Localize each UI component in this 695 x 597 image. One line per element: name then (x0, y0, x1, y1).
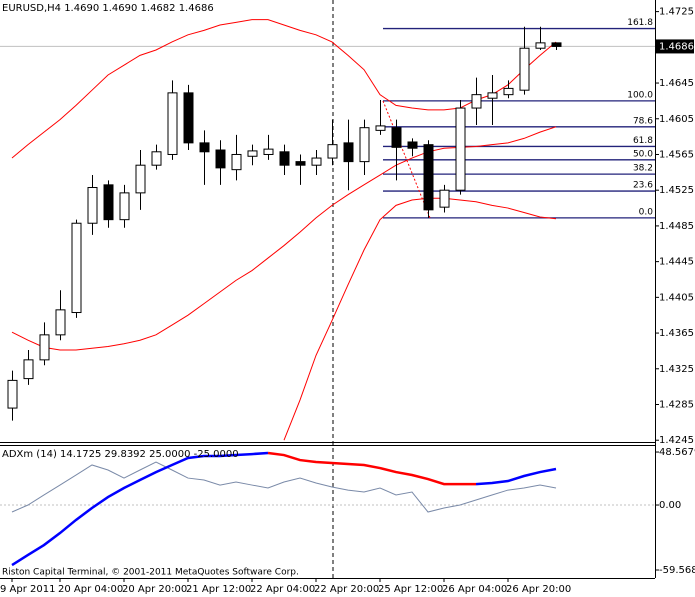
x-tick-label: 20 Apr 20:00 (122, 584, 187, 595)
price-panel: 161.8 100.0 78.6 61.8 50.0 38.2 23.6 0.0 (0, 18, 655, 441)
fib-label: 161.8 (627, 18, 653, 28)
x-tick-label: 26 Apr 20:00 (506, 584, 571, 595)
candle-body (503, 87, 514, 96)
y-tick-label: -59.5680 (659, 565, 695, 576)
candle-body (55, 309, 66, 336)
axes: 1.4725 1.4645 1.4605 1.4565 1.4525 1.4485 1.44… (0, 7, 695, 595)
candle-body (199, 142, 210, 153)
candle-body (375, 125, 386, 131)
y-tick-label: 1.4445 (659, 257, 694, 268)
candle-body (23, 359, 34, 380)
fib-label: 38.2 (633, 164, 653, 174)
candle-body (215, 149, 226, 169)
candle-body (135, 164, 146, 194)
y-tick-label: 48.5679 (659, 447, 695, 458)
last-price-box (656, 39, 694, 54)
candle-body (487, 92, 498, 99)
candle-body (471, 94, 482, 109)
candle-body (279, 151, 290, 166)
last-price-label: 1.4686 (659, 41, 694, 52)
y-tick-label: 1.4325 (659, 364, 694, 375)
indicator-line (267, 451, 476, 486)
candle-body (151, 151, 162, 166)
x-tick-label: 22 Apr 04:00 (250, 584, 315, 595)
candle-body (535, 42, 546, 49)
candle-body (87, 187, 98, 224)
y-tick-label: 1.4405 (659, 292, 694, 303)
candle-body (103, 184, 114, 221)
candle-body (407, 141, 418, 149)
x-tick-label: 25 Apr 12:00 (378, 584, 443, 595)
x-tick-label: 26 Apr 04:00 (442, 584, 507, 595)
candle-body (167, 92, 178, 155)
indicator-line (475, 467, 557, 486)
candle-body (119, 192, 130, 221)
candle-body (439, 189, 450, 208)
candle-body (183, 92, 194, 144)
y-tick-label: 1.4485 (659, 221, 694, 232)
candle-body (519, 47, 530, 91)
x-tick-label: 20 Apr 04:00 (58, 584, 123, 595)
fib-label: 61.8 (633, 136, 653, 146)
fib-label: 78.6 (633, 116, 653, 126)
chart-title: EURUSD,H4 1.4690 1.4690 1.4682 1.4686 (2, 3, 214, 14)
candle-body (327, 144, 338, 159)
y-tick-label: 1.4605 (659, 114, 694, 125)
candle-body (311, 157, 322, 166)
candle-body (551, 42, 562, 47)
fib-label: 0.0 (639, 207, 654, 217)
fib-label: 23.6 (633, 181, 653, 191)
adx-panel (0, 451, 655, 567)
fib-label: 100.0 (627, 90, 653, 100)
y-tick-label: 1.4285 (659, 399, 694, 410)
y-tick-label: 1.4365 (659, 328, 694, 339)
candle-body (423, 144, 434, 211)
candle-body (359, 127, 370, 163)
y-tick-label: 1.4725 (659, 7, 694, 18)
x-tick-label: 21 Apr 12:00 (186, 584, 251, 595)
indicator-title: ADXm (14) 14.1725 29.8392 25.0000 -25.00… (2, 449, 239, 460)
candle-body (7, 379, 18, 409)
indicator-line (11, 451, 269, 567)
x-tick-label: 9 Apr 2011 (0, 584, 55, 595)
y-tick-label: 1.4565 (659, 149, 694, 160)
footer: Riston Capital Terminal, © 2001-2011 Met… (2, 568, 299, 578)
y-tick-label: 0.00 (659, 500, 681, 511)
y-tick-label: 1.4525 (659, 185, 694, 196)
candle-body (263, 148, 274, 155)
candle-body (391, 127, 402, 148)
candle-body (39, 334, 50, 361)
candle-body (231, 153, 242, 171)
band-line (283, 197, 557, 441)
indicator-line (11, 461, 557, 513)
fib-label: 50.0 (633, 149, 653, 159)
band-line (11, 19, 557, 159)
candle-body (71, 222, 82, 314)
candle-body (295, 161, 306, 166)
y-tick-label: 1.4645 (659, 78, 694, 89)
x-tick-label: 22 Apr 20:00 (314, 584, 379, 595)
candle-body (455, 107, 466, 191)
y-tick-label: 1.4245 (659, 435, 694, 446)
candle-body (343, 142, 354, 163)
candle-body (247, 150, 258, 157)
